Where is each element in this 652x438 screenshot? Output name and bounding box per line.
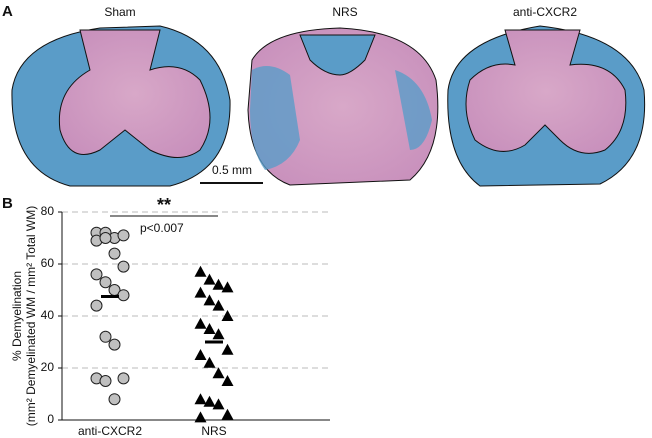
data-point [194,349,207,360]
data-point [194,411,207,423]
data-point [90,299,103,312]
data-point [203,273,216,285]
data-point [117,372,130,385]
data-point [212,398,225,410]
data-point [221,408,234,420]
data-point [212,278,225,290]
data-point [221,375,234,386]
data-point [99,330,112,343]
panel-label: A [2,3,13,20]
x-tick-label: NRS [201,424,226,438]
y-tick-label: 0 [47,412,54,426]
y-tick-label: 80 [41,204,55,218]
data-point [108,247,121,260]
data-point [99,375,112,387]
data-point [117,289,130,302]
data-point [221,310,234,321]
significance-stars: ** [157,195,171,215]
y-axis-label: (mm² Demyelinated WM / mm² Total WM) [24,206,38,426]
data-point [203,294,216,306]
tissue-section: Sham [11,5,231,187]
section-title: NRS [332,5,357,19]
data-point [194,265,207,277]
y-axis-label: % Demyelination [10,271,24,361]
data-point [194,317,207,329]
data-point [212,299,225,311]
data-point [221,343,234,355]
y-tick-label: 60 [41,256,55,270]
data-point [212,328,225,340]
data-point [212,367,225,379]
tissue-section: anti-CXCR2 [447,5,646,187]
p-value: p<0.007 [140,221,184,235]
data-point [203,395,216,407]
scale-bar-label: 0.5 mm [212,163,252,177]
data-point [194,286,207,298]
panel-label: B [2,195,13,212]
section-title: Sham [104,5,135,19]
data-point [203,323,216,334]
section-title: anti-CXCR2 [513,5,577,19]
data-point [108,338,121,351]
y-tick-label: 20 [41,360,55,374]
data-point [117,260,130,273]
y-tick-label: 40 [41,308,55,322]
data-point [99,276,112,289]
data-point [203,356,216,368]
x-tick-label: anti-CXCR2 [78,424,142,438]
data-point [90,268,103,281]
tissue-section: NRS [247,5,439,186]
panel-a: A Sham NRS anti-CXCR2 0.5 mm [2,3,646,187]
data-point [108,393,121,406]
data-point [117,229,130,242]
data-point [194,393,207,405]
panel-b: 0 20 40 60 80 % Demyelination (mm² Demyelinate… [10,195,330,438]
data-point [99,232,112,244]
data-point [221,281,234,293]
